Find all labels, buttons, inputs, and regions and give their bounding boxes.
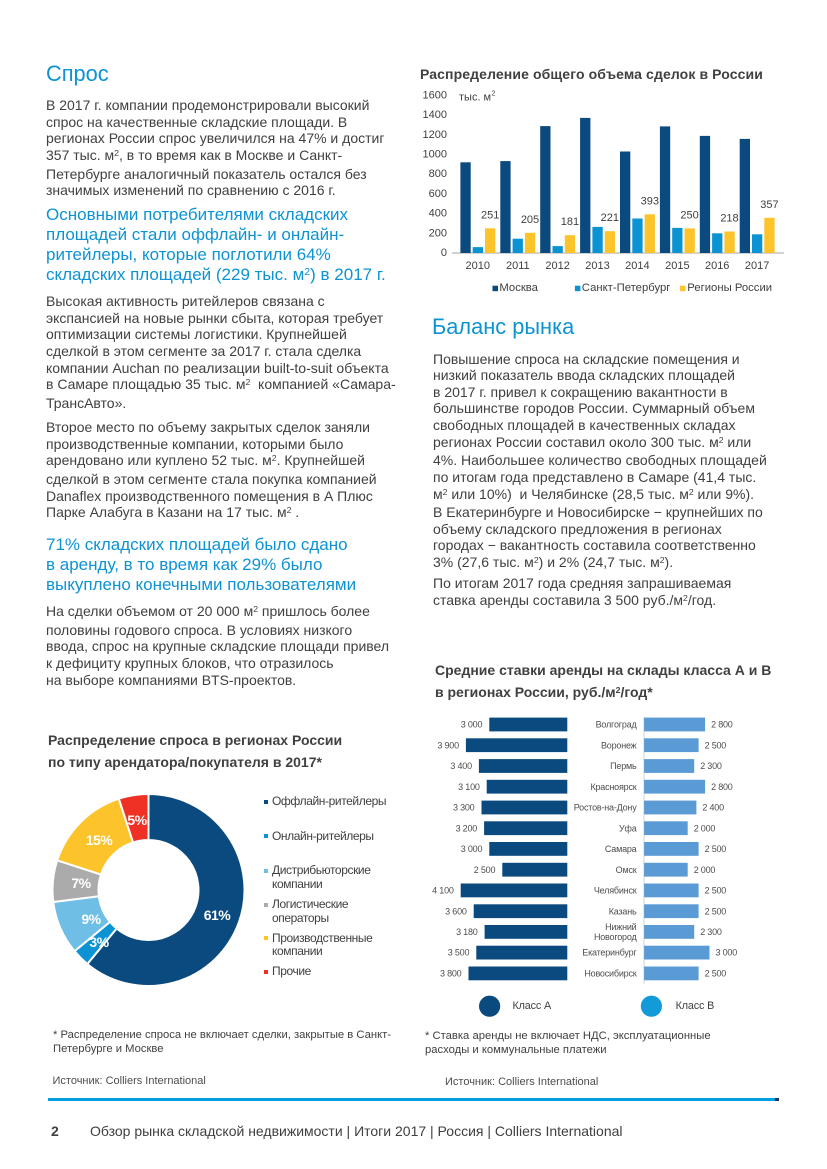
svg-text:Казань: Казань — [609, 906, 637, 916]
svg-text:2 500: 2 500 — [705, 906, 727, 916]
svg-text:9%: 9% — [81, 911, 101, 927]
svg-text:181: 181 — [561, 216, 579, 228]
svg-text:2016: 2016 — [705, 260, 729, 272]
svg-text:250: 250 — [680, 209, 698, 221]
svg-text:218: 218 — [720, 213, 738, 225]
svg-text:Класс А: Класс А — [513, 1000, 552, 1012]
svg-text:5%: 5% — [127, 812, 147, 828]
svg-text:3 100: 3 100 — [458, 782, 480, 792]
svg-text:Волгоград: Волгоград — [596, 720, 638, 730]
svg-text:15%: 15% — [86, 832, 114, 848]
svg-text:200: 200 — [429, 227, 447, 239]
svg-text:2 000: 2 000 — [694, 823, 716, 833]
svg-text:3 600: 3 600 — [445, 906, 467, 916]
svg-text:3 500: 3 500 — [448, 948, 470, 958]
svg-text:600: 600 — [429, 188, 447, 200]
svg-text:1600: 1600 — [423, 89, 447, 101]
svg-text:357: 357 — [760, 199, 778, 211]
svg-text:2 300: 2 300 — [700, 927, 722, 937]
svg-text:2 500: 2 500 — [705, 886, 727, 896]
svg-text:2 400: 2 400 — [702, 803, 724, 813]
svg-text:2 500: 2 500 — [705, 969, 727, 979]
svg-text:205: 205 — [521, 214, 539, 226]
svg-text:Воронеж: Воронеж — [601, 740, 637, 750]
svg-text:3 800: 3 800 — [440, 969, 462, 979]
svg-text:393: 393 — [641, 195, 659, 207]
svg-text:Класс В: Класс В — [676, 1000, 715, 1012]
svg-text:Самара: Самара — [605, 844, 637, 854]
svg-text:3 000: 3 000 — [461, 844, 483, 854]
svg-text:Уфа: Уфа — [619, 823, 637, 833]
svg-text:Нижний: Нижний — [605, 922, 637, 932]
svg-text:1200: 1200 — [423, 129, 447, 141]
svg-text:1000: 1000 — [423, 149, 447, 161]
svg-text:800: 800 — [429, 168, 447, 180]
svg-text:Омск: Омск — [616, 865, 637, 875]
svg-text:Новосибирск: Новосибирск — [584, 969, 636, 979]
svg-text:2010: 2010 — [466, 260, 490, 272]
svg-text:2015: 2015 — [665, 260, 689, 272]
svg-text:2 500: 2 500 — [474, 865, 496, 875]
svg-text:Пермь: Пермь — [610, 761, 637, 771]
svg-text:1400: 1400 — [423, 109, 447, 121]
svg-text:Санкт-Петербург: Санкт-Петербург — [582, 282, 671, 294]
svg-text:3 000: 3 000 — [716, 948, 738, 958]
svg-text:3 400: 3 400 — [450, 761, 472, 771]
svg-text:3 200: 3 200 — [456, 823, 478, 833]
svg-text:3 900: 3 900 — [437, 740, 459, 750]
svg-text:Красноярск: Красноярск — [590, 782, 636, 792]
svg-text:Челябинск: Челябинск — [594, 886, 637, 896]
svg-text:2 800: 2 800 — [711, 782, 733, 792]
svg-text:3 300: 3 300 — [453, 803, 475, 813]
svg-text:2 500: 2 500 — [705, 844, 727, 854]
svg-text:2013: 2013 — [585, 260, 609, 272]
svg-text:Новогород: Новогород — [594, 932, 637, 942]
svg-text:400: 400 — [429, 208, 447, 220]
svg-text:3 180: 3 180 — [456, 927, 478, 937]
svg-text:3%: 3% — [89, 934, 109, 950]
svg-text:2 500: 2 500 — [705, 740, 727, 750]
svg-text:2014: 2014 — [625, 260, 649, 272]
svg-text:2012: 2012 — [545, 260, 569, 272]
svg-text:2 000: 2 000 — [694, 865, 716, 875]
svg-text:61%: 61% — [204, 907, 232, 923]
svg-text:7%: 7% — [71, 875, 91, 891]
svg-text:Ростов-на-Дону: Ростов-на-Дону — [574, 803, 637, 813]
svg-text:2017: 2017 — [745, 260, 769, 272]
svg-text:Екатеринбург: Екатеринбург — [582, 948, 637, 958]
svg-text:2 300: 2 300 — [700, 761, 722, 771]
svg-text:Регионы России: Регионы России — [687, 282, 772, 294]
svg-text:3 000: 3 000 — [461, 720, 483, 730]
svg-text:251: 251 — [481, 209, 499, 221]
svg-text:4 100: 4 100 — [432, 886, 454, 896]
svg-text:2 800: 2 800 — [711, 720, 733, 730]
svg-text:Москва: Москва — [499, 282, 538, 294]
svg-text:2011: 2011 — [506, 260, 530, 272]
svg-text:2: 2 — [492, 91, 496, 98]
svg-text:тыс. м: тыс. м — [459, 92, 491, 104]
svg-text:0: 0 — [441, 247, 447, 259]
svg-text:221: 221 — [601, 212, 619, 224]
